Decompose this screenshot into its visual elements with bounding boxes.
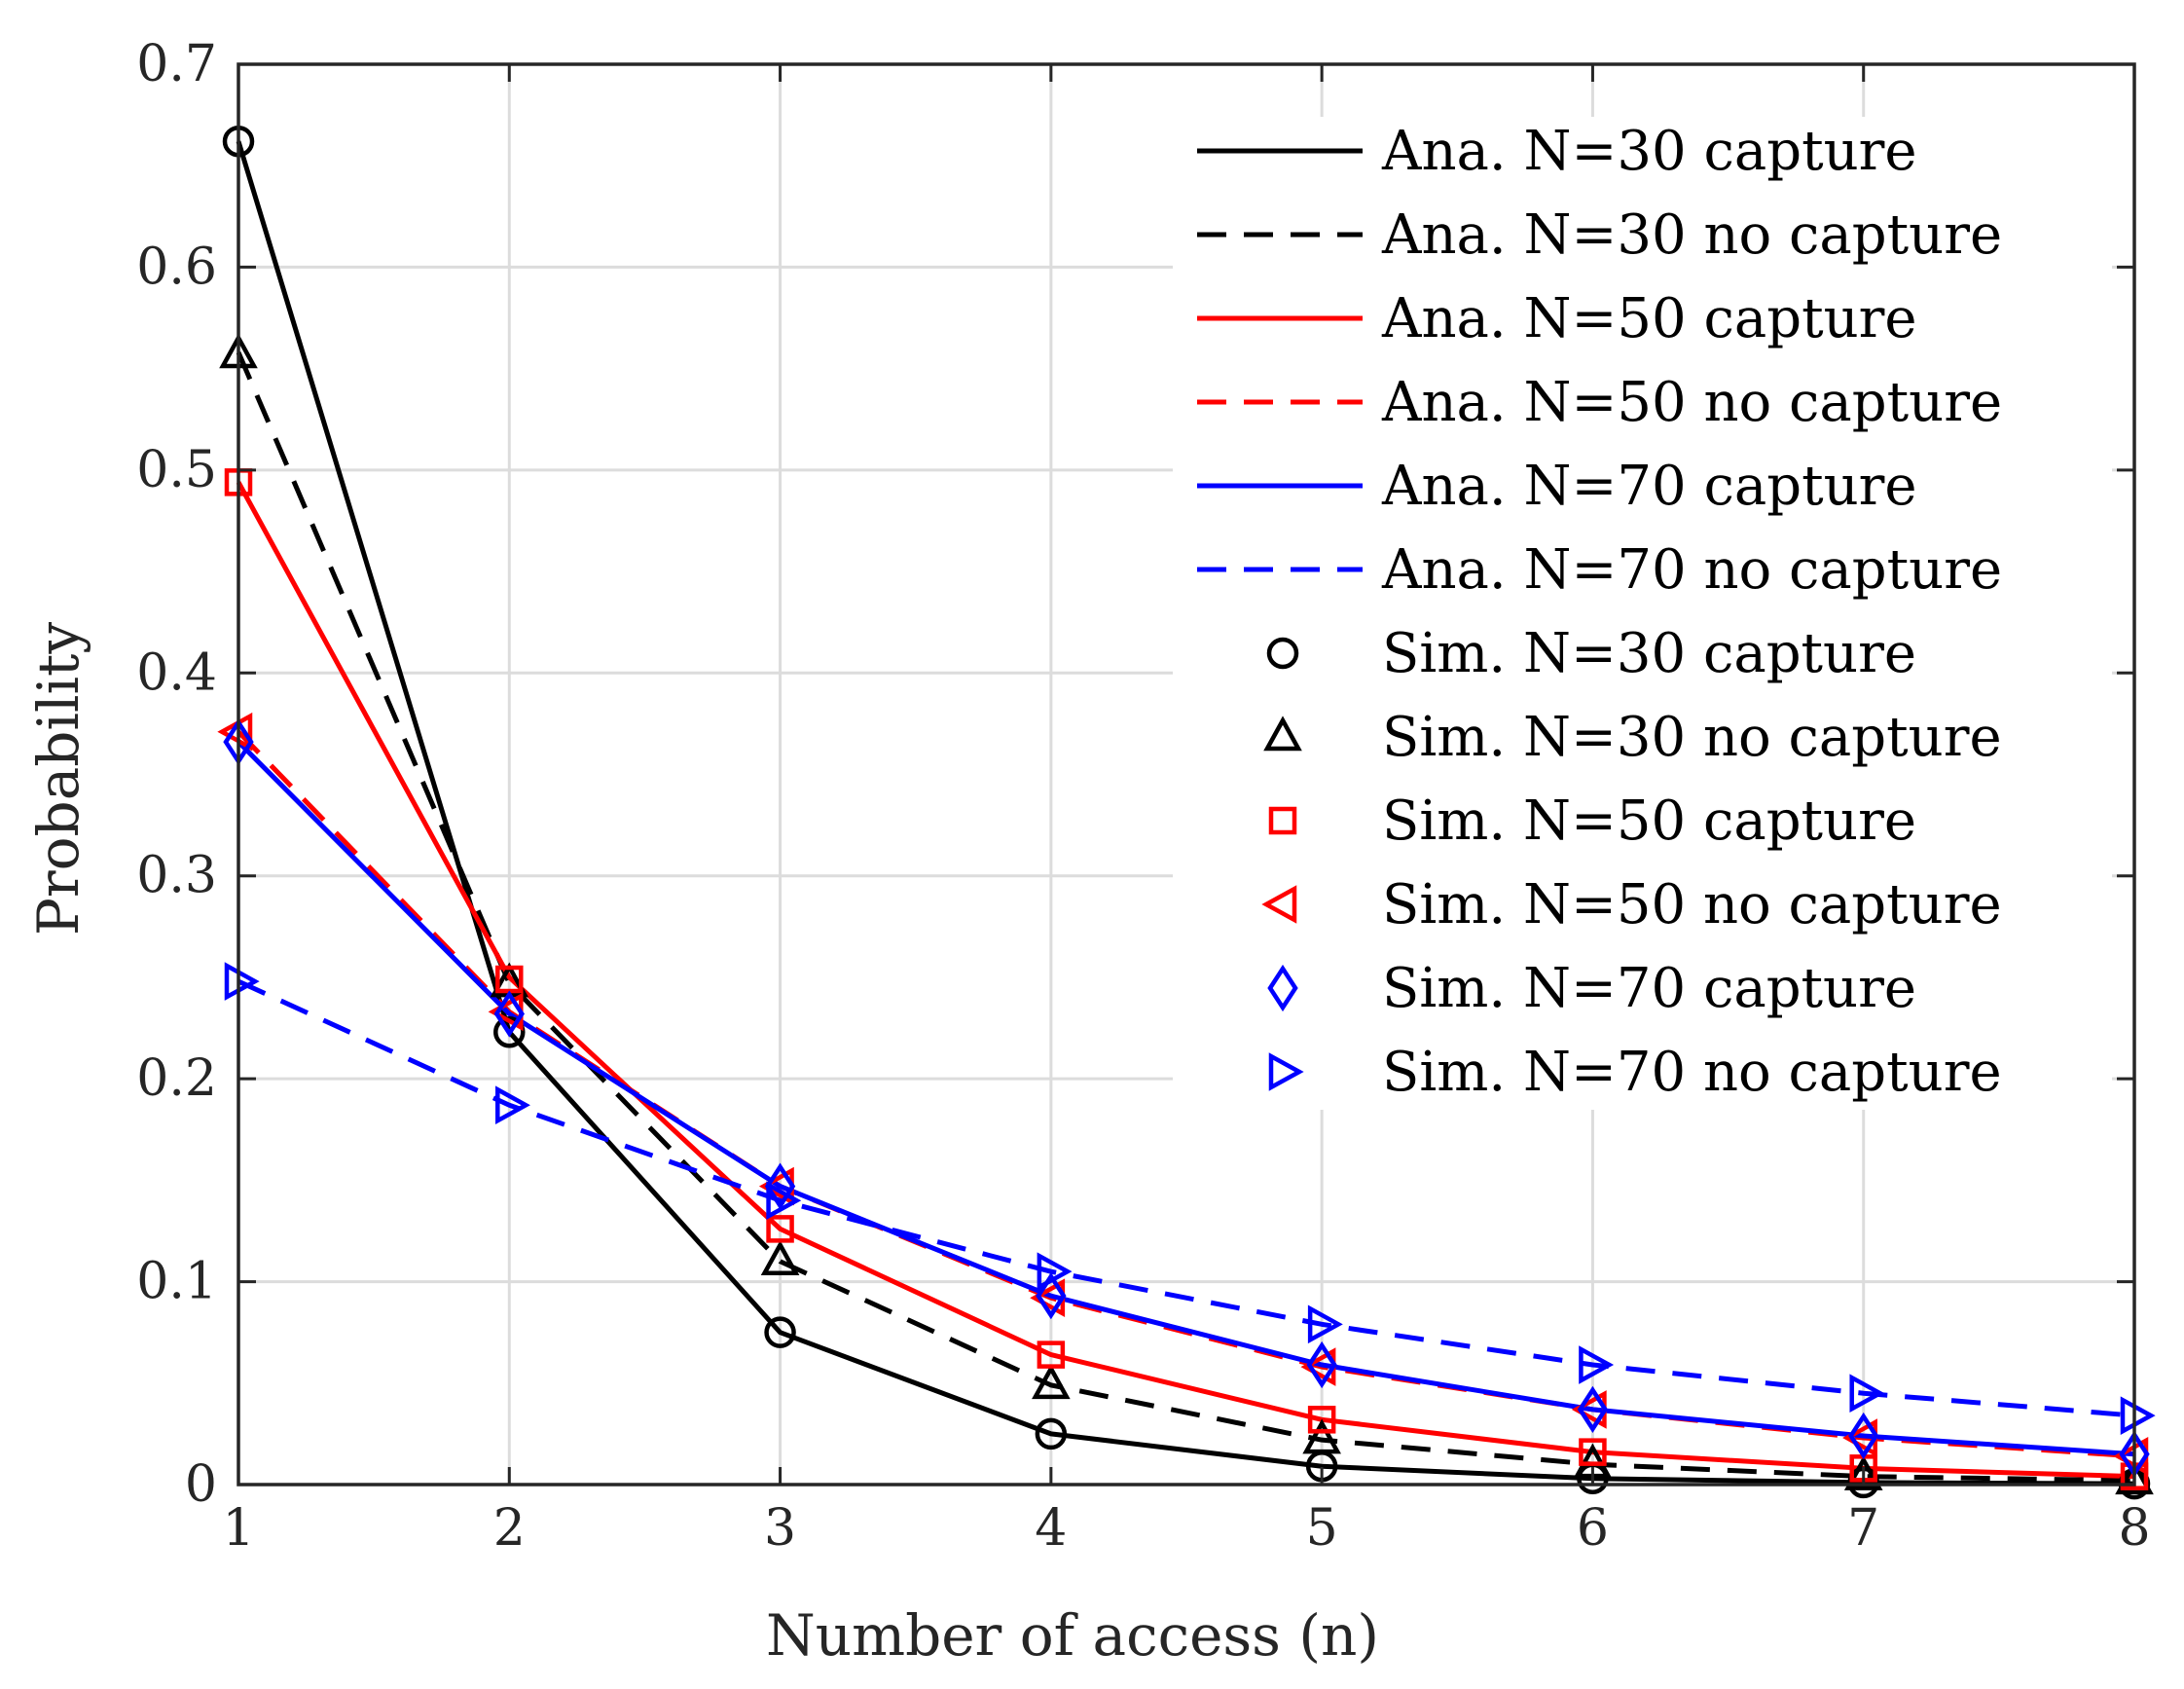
data-point-marker [1302, 1418, 1341, 1454]
legend-label: Sim. N=30 no capture [1382, 706, 2002, 769]
legend-label: Sim. N=70 no capture [1382, 1041, 2002, 1104]
data-point-marker [766, 1181, 802, 1221]
series-line [236, 140, 2135, 1487]
y-tick-label: 0.7 [136, 35, 217, 93]
legend-label: Ana. N=30 no capture [1381, 203, 2002, 267]
data-point-marker [760, 1240, 800, 1275]
data-point-marker [1037, 1340, 1066, 1369]
y-tick-label: 0.2 [136, 1049, 217, 1108]
data-point-marker [224, 962, 260, 1001]
legend-label: Sim. N=50 capture [1382, 789, 1916, 853]
data-point-marker [1849, 1374, 1885, 1414]
legend-swatch [1268, 806, 1297, 835]
legend: Ana. N=30 capture Ana. N=30 no capture Ana… [1173, 117, 2112, 1110]
legend-label: Ana. N=30 capture [1381, 120, 1917, 183]
x-tick-label: 6 [1577, 1499, 1609, 1558]
data-point-marker [1848, 1412, 1879, 1460]
data-point-marker [1577, 1385, 1609, 1434]
x-tick-label: 2 [493, 1499, 526, 1558]
data-point-marker [1843, 1455, 1883, 1490]
x-tick-label: 8 [2118, 1499, 2150, 1558]
axis-ticks [237, 62, 2136, 1487]
data-point-marker [495, 1085, 530, 1125]
y-tick-label: 0.1 [136, 1253, 217, 1311]
legend-label: Ana. N=70 capture [1381, 455, 1917, 518]
data-point-marker [493, 990, 525, 1038]
x-tick-label: 4 [1035, 1499, 1067, 1558]
data-point-marker [1307, 1304, 1343, 1344]
data-point-marker [1306, 1340, 1337, 1389]
legend-swatch [1263, 716, 1302, 752]
y-tick-label: 0.6 [136, 238, 217, 296]
legend-label: Ana. N=50 capture [1381, 287, 1917, 350]
data-point-marker [1579, 1438, 1607, 1466]
series-lines [236, 140, 2135, 1487]
legend-label: Sim. N=30 capture [1382, 622, 1916, 685]
data-point-marker [764, 1162, 796, 1210]
data-point-marker [1036, 1272, 1067, 1320]
y-axis-title: Probability [25, 622, 91, 936]
x-tick-label: 7 [1847, 1499, 1879, 1558]
series-line [237, 978, 2135, 1418]
y-tick-label: 0.5 [136, 441, 217, 499]
x-tick-label: 1 [222, 1499, 254, 1558]
legend-label: Sim. N=50 no capture [1382, 873, 2002, 936]
y-tick-label: 0.4 [136, 643, 217, 702]
legend-label: Sim. N=70 capture [1382, 957, 1916, 1020]
x-tick-label: 5 [1306, 1499, 1338, 1558]
legend-swatch [1266, 637, 1299, 670]
legend-label: Ana. N=50 no capture [1381, 371, 2002, 434]
data-point-marker [2115, 1459, 2154, 1495]
data-point-marker [766, 1215, 794, 1243]
series-line [237, 740, 2135, 1457]
plot-area-frame [237, 62, 2136, 1487]
data-point-marker [1579, 1345, 1615, 1384]
data-point-marker [1035, 1417, 1068, 1450]
legend-swatch [1268, 1052, 1304, 1091]
legend-swatch [1261, 885, 1297, 924]
y-tick-label: 0.3 [136, 847, 217, 905]
legend-label: Ana. N=70 no capture [1381, 538, 2002, 602]
legend-swatch [1267, 964, 1298, 1012]
axis-tick-labels: 1 2 3 4 5 6 7 8 0 0.1 0.2 0.3 0.4 0.5 0.6 0.7 [136, 35, 2150, 1558]
series-line [236, 350, 2135, 1484]
x-tick-label: 3 [764, 1499, 796, 1558]
data-point-marker [1307, 1406, 1336, 1434]
data-point-marker [2120, 1396, 2156, 1435]
x-axis-title: Number of access (n) [766, 1602, 1379, 1669]
y-tick-label: 0 [185, 1455, 217, 1514]
legend-background [1173, 117, 2112, 1110]
data-point-marker [1032, 1364, 1071, 1400]
data-point-marker [1037, 1252, 1073, 1291]
data-point-marker [764, 1316, 796, 1348]
series-line [236, 481, 2135, 1480]
